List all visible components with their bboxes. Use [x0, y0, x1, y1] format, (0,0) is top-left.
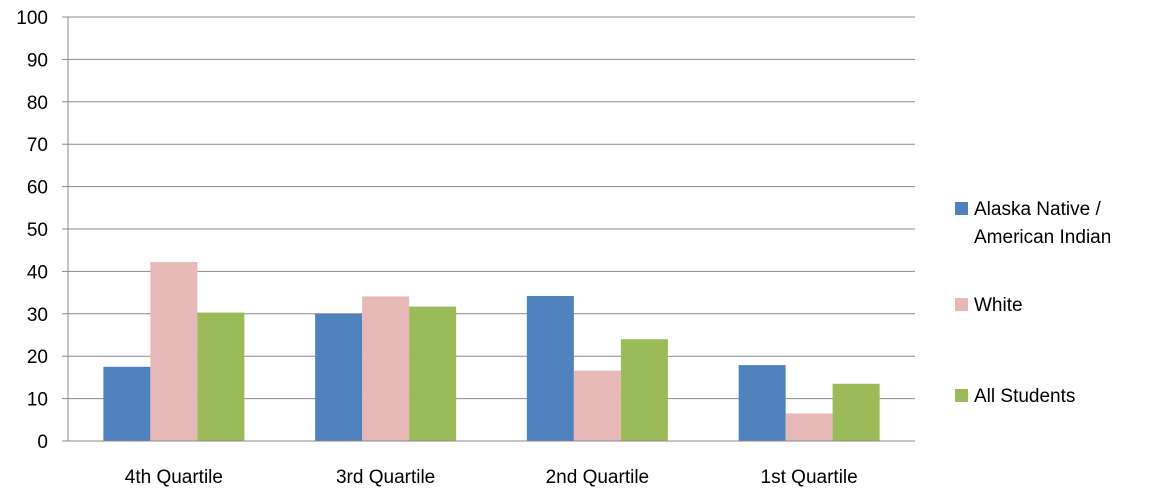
- bar-3rd-quartile-alaska-native-american-indian: [315, 313, 363, 441]
- legend-swatch-all-students: [955, 389, 968, 402]
- bars: [103, 262, 880, 441]
- tick-labels: 0 10 20 30 40 50 60 70 80 90 100 4th Quartile 3rd Qu…: [16, 8, 857, 488]
- y-tick-label-60: 60: [27, 178, 48, 199]
- y-tick-label-50: 50: [27, 220, 48, 241]
- y-tick-label-10: 10: [27, 390, 48, 411]
- bar-1st-quartile-white: [785, 413, 833, 441]
- legend-item-all-students: All Students: [955, 383, 1158, 411]
- legend-item-alaska-native: Alaska Native / American Indian: [955, 196, 1158, 252]
- x-tick-label-3rd-quartile: 3rd Quartile: [336, 467, 435, 488]
- bar-1st-quartile-all-students: [832, 383, 880, 441]
- y-tick-label-70: 70: [27, 135, 48, 156]
- bar-4th-quartile-all-students: [197, 312, 245, 441]
- x-tick-label-1st-quartile: 1st Quartile: [761, 467, 858, 488]
- legend-label-white: White: [974, 295, 1023, 316]
- bar-4th-quartile-white: [150, 262, 198, 441]
- bar-2nd-quartile-all-students: [620, 339, 668, 441]
- y-tick-label-30: 30: [27, 305, 48, 326]
- bar-4th-quartile-alaska-native-american-indian: [103, 366, 151, 441]
- y-tick-label-90: 90: [27, 50, 48, 71]
- legend-swatch-alaska-native: [955, 202, 968, 215]
- bar-1st-quartile-alaska-native-american-indian: [738, 365, 786, 441]
- bar-3rd-quartile-all-students: [409, 306, 457, 441]
- axes: [62, 16, 915, 442]
- legend-swatch-white: [955, 298, 968, 311]
- legend-label-alaska-native: Alaska Native / American Indian: [974, 199, 1112, 248]
- y-tick-label-100: 100: [16, 8, 48, 29]
- y-tick-label-80: 80: [27, 93, 48, 114]
- legend-item-white: White: [955, 292, 1158, 320]
- x-tick-label-2nd-quartile: 2nd Quartile: [546, 467, 650, 488]
- bar-2nd-quartile-alaska-native-american-indian: [526, 295, 574, 441]
- y-tick-label-20: 20: [27, 347, 48, 368]
- y-tick-label-0: 0: [37, 432, 48, 453]
- bar-3rd-quartile-white: [362, 296, 410, 441]
- x-tick-label-4th-quartile: 4th Quartile: [125, 467, 223, 488]
- bar-2nd-quartile-white: [573, 370, 621, 441]
- y-tick-label-40: 40: [27, 262, 48, 283]
- legend-label-all-students: All Students: [974, 386, 1076, 407]
